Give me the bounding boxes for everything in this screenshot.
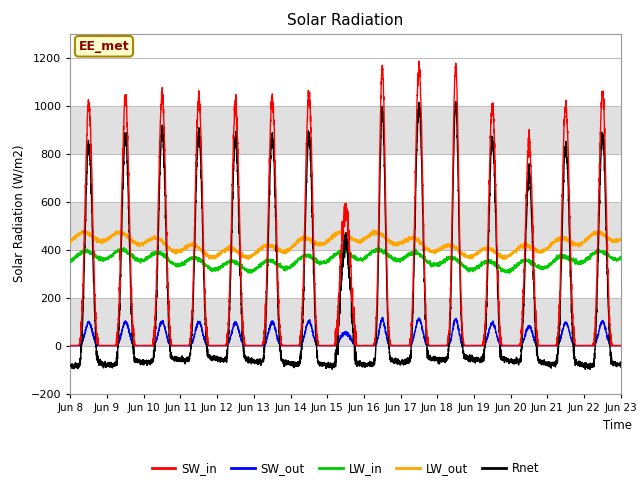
LW_out [469, 252, 477, 258]
LW_in [505, 270, 513, 276]
SW_in [415, 58, 423, 64]
SW_in [616, 343, 624, 348]
LW_out [325, 237, 333, 243]
Bar [70, 106, 621, 154]
LW_in [67, 257, 74, 263]
Line: SW_out: SW_out [70, 317, 621, 346]
Rnet [438, 356, 446, 362]
SW_out [500, 343, 508, 348]
Line: LW_in: LW_in [70, 247, 621, 273]
Bar [70, 202, 621, 250]
LW_out [166, 246, 173, 252]
Rnet [469, 356, 477, 361]
SW_in [500, 343, 508, 348]
SW_in [325, 343, 333, 348]
LW_in [325, 258, 333, 264]
Rnet [67, 363, 74, 369]
Rnet [325, 364, 333, 370]
LW_in [166, 259, 173, 265]
SW_out [67, 343, 74, 348]
SW_in [166, 317, 173, 323]
LW_in [469, 266, 477, 272]
SW_out [166, 340, 173, 346]
Line: Rnet: Rnet [70, 102, 621, 370]
LW_out [616, 236, 624, 242]
Rnet [586, 367, 594, 372]
SW_out [616, 343, 624, 348]
SW_in [469, 343, 477, 348]
Line: SW_in: SW_in [70, 61, 621, 346]
Bar [70, 298, 621, 346]
Rnet [616, 360, 624, 366]
Bar [70, 250, 621, 298]
LW_out [500, 254, 508, 260]
Rnet [452, 99, 460, 105]
SW_in [617, 343, 625, 348]
Bar [70, 58, 621, 106]
LW_in [617, 255, 625, 261]
SW_out [325, 343, 333, 348]
LW_out [370, 227, 378, 233]
Y-axis label: Solar Radiation (W/m2): Solar Radiation (W/m2) [12, 145, 26, 282]
X-axis label: Time: Time [603, 419, 632, 432]
LW_in [375, 244, 383, 250]
LW_in [438, 258, 446, 264]
SW_in [438, 343, 446, 348]
SW_out [438, 343, 446, 348]
LW_out [439, 245, 447, 251]
SW_out [617, 343, 625, 348]
Rnet [166, 333, 173, 338]
Rnet [500, 354, 508, 360]
LW_out [617, 238, 625, 244]
LW_out [67, 238, 74, 243]
SW_out [469, 343, 477, 348]
Line: LW_out: LW_out [70, 230, 621, 259]
SW_out [379, 314, 387, 320]
Rnet [617, 360, 625, 366]
SW_in [67, 343, 74, 348]
Title: Solar Radiation: Solar Radiation [287, 13, 404, 28]
Bar [70, 154, 621, 202]
Text: EE_met: EE_met [79, 40, 129, 53]
Bar [70, 346, 621, 394]
LW_in [616, 254, 624, 260]
Legend: SW_in, SW_out, LW_in, LW_out, Rnet: SW_in, SW_out, LW_in, LW_out, Rnet [147, 457, 544, 480]
LW_in [500, 267, 508, 273]
LW_out [244, 256, 252, 262]
